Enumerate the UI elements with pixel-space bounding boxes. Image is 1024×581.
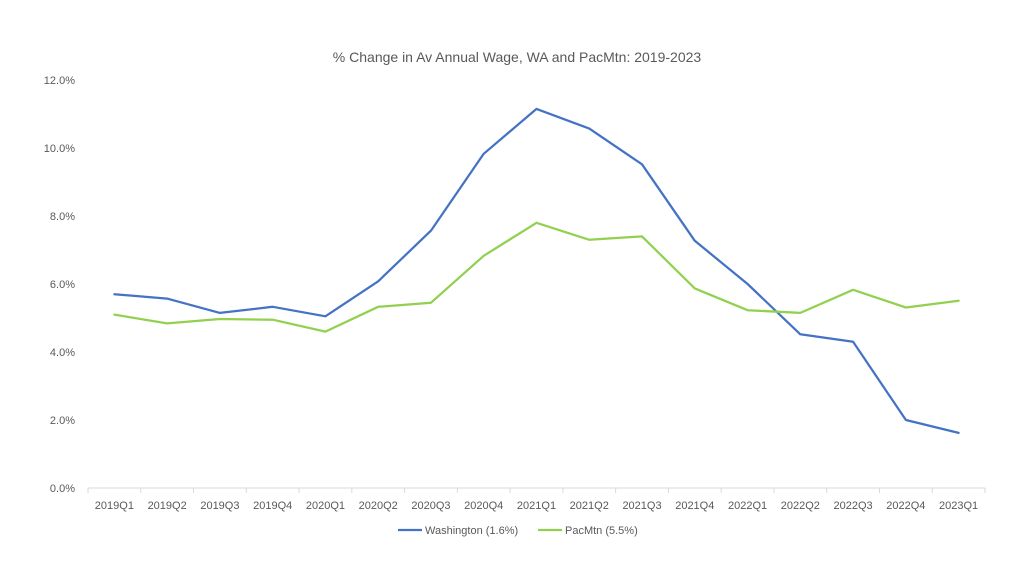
x-tick-label: 2020Q2 [359,500,398,512]
y-tick-label: 0.0% [50,483,75,495]
x-tick-label: 2019Q1 [95,500,134,512]
series-layer [113,107,960,435]
x-tick-label: 2022Q3 [834,500,873,512]
x-axis: 2019Q1 2019Q2 2019Q3 2019Q4 2020Q1 2020Q2 2020… [87,487,986,512]
y-axis: 0.0% 2.0% 4.0% 6.0% 8.0% 10.0% 12.0% [44,75,75,495]
x-tick-label: 2021Q4 [675,500,714,512]
series-line-washington [113,107,960,435]
x-tick-label: 2020Q3 [411,500,450,512]
x-tick-label: 2019Q4 [253,500,292,512]
x-tick-label: 2023Q1 [939,500,978,512]
x-tick-label: 2019Q2 [148,500,187,512]
legend: Washington (1.6%) PacMtn (5.5%) [398,525,638,537]
y-tick-label: 6.0% [50,279,75,291]
x-tick-label: 2019Q3 [200,500,239,512]
legend-label: PacMtn (5.5%) [565,525,638,537]
y-tick-label: 2.0% [50,415,75,427]
y-tick-label: 4.0% [50,347,75,359]
x-tick-label: 2020Q1 [306,500,345,512]
x-tick-label: 2021Q2 [570,500,609,512]
series-line-pacmtn [113,221,960,333]
x-tick-label: 2022Q4 [886,500,925,512]
x-tick-label: 2021Q1 [517,500,556,512]
x-tick-label: 2022Q1 [728,500,767,512]
y-tick-label: 10.0% [44,143,75,155]
x-tick-label: 2020Q4 [464,500,503,512]
x-tick-label: 2022Q2 [781,500,820,512]
y-tick-label: 12.0% [44,75,75,87]
x-tick-label: 2021Q3 [622,500,661,512]
legend-label: Washington (1.6%) [425,525,518,537]
chart-title: % Change in Av Annual Wage, WA and PacMt… [333,49,702,65]
y-tick-label: 8.0% [50,211,75,223]
